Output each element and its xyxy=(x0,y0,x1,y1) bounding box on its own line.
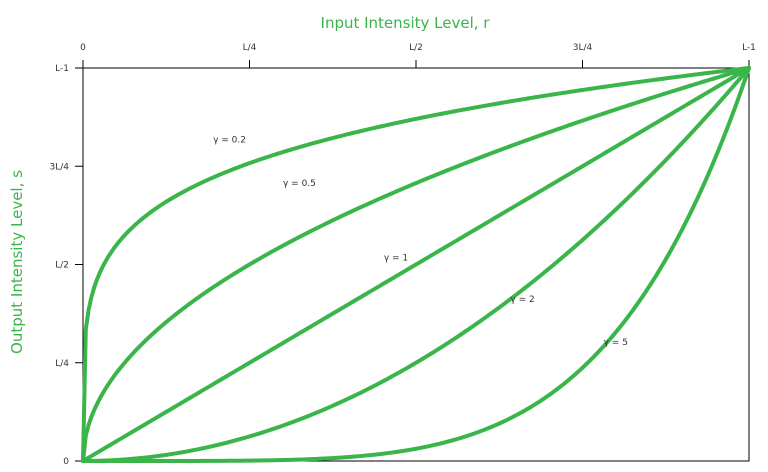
x-tick-label-2: L/2 xyxy=(409,43,423,53)
curve-label-gamma-1: γ = 1 xyxy=(384,254,408,264)
y-tick-label-1: L/4 xyxy=(55,359,69,369)
y-axis-title: Output Intensity Level, s xyxy=(8,170,26,354)
y-tick-label-2: L/2 xyxy=(55,261,69,271)
x-axis-title: Input Intensity Level, r xyxy=(321,14,491,32)
curve-label-gamma-2: γ = 2 xyxy=(510,295,534,305)
y-tick-label-4: L-1 xyxy=(55,64,69,74)
y-ticks: 0 L/4 L/2 3L/4 L-1 xyxy=(50,64,83,467)
y-tick-label-0: 0 xyxy=(63,457,69,467)
curve-label-gamma-5: γ = 5 xyxy=(604,338,628,348)
curves xyxy=(81,66,751,463)
curve-labels: γ = 0.2 γ = 0.5 γ = 1 γ = 2 γ = 5 xyxy=(213,136,628,348)
curve-gamma-2 xyxy=(81,66,751,463)
x-ticks: 0 L/4 L/2 3L/4 L-1 xyxy=(80,43,756,68)
x-tick-label-0: 0 xyxy=(80,43,86,53)
curve-gamma-1 xyxy=(81,66,751,463)
y-tick-label-3: 3L/4 xyxy=(50,162,70,172)
curve-gamma-5 xyxy=(81,66,751,463)
curve-label-gamma-0-5: γ = 0.5 xyxy=(283,179,316,189)
curve-gamma-0-5 xyxy=(81,66,751,463)
x-tick-label-4: L-1 xyxy=(742,43,756,53)
x-tick-label-3: 3L/4 xyxy=(573,43,593,53)
curve-label-gamma-0-2: γ = 0.2 xyxy=(213,136,246,146)
x-tick-label-1: L/4 xyxy=(243,43,257,53)
curve-gamma-0-2 xyxy=(81,66,751,463)
